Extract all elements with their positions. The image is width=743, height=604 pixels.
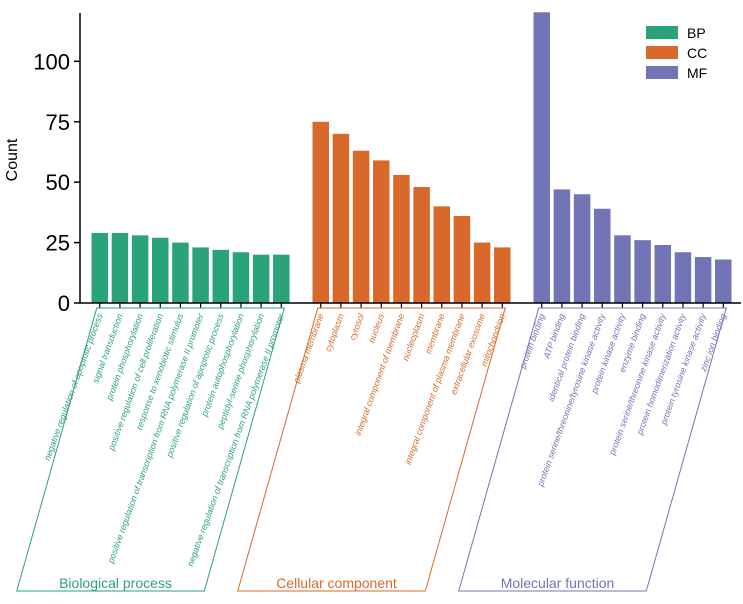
bar-cc-6 [413, 187, 430, 303]
bar-bp-1 [91, 232, 108, 303]
category-label: protein binding [517, 312, 547, 371]
bar-mf-8 [674, 252, 692, 303]
bar-mf-6 [634, 240, 651, 303]
legend-label-bp: BP [687, 25, 706, 41]
y-tick-label: 75 [46, 110, 70, 135]
group-label-bp: Biological process [59, 575, 172, 591]
legend-label-mf: MF [687, 65, 707, 81]
bar-mf-3 [573, 194, 591, 303]
bars [91, 12, 732, 304]
group-label-cc: Cellular component [276, 575, 397, 591]
y-tick-label: 100 [33, 49, 70, 74]
bar-bp-3 [131, 235, 149, 303]
legend-swatch-bp [646, 26, 678, 39]
category-label: negative regulation of transcription fro… [185, 311, 286, 567]
bar-cc-1 [312, 121, 329, 303]
group-bracket-bp [16, 307, 285, 592]
bar-bp-8 [232, 252, 250, 303]
y-tick-label: 0 [58, 291, 70, 316]
category-labels: negative regulation of apoptotic process… [42, 311, 728, 567]
category-label: negative regulation of apoptotic process [42, 312, 105, 462]
legend: BP CC MF [646, 25, 707, 81]
bar-cc-8 [453, 216, 471, 303]
category-label: nucleus [366, 312, 386, 344]
bar-bp-9 [252, 254, 270, 303]
legend-swatch-mf [646, 66, 678, 79]
group-label-mf: Molecular function [501, 575, 615, 591]
y-tick-label: 25 [46, 231, 70, 256]
y-axis: 0 25 50 75 100 [33, 13, 81, 316]
group-bracket-mf [458, 307, 727, 592]
bar-cc-3 [352, 150, 370, 303]
category-label: plasma membrane [291, 312, 326, 385]
bar-bp-2 [111, 232, 129, 303]
bar-bp-4 [152, 237, 169, 303]
bar-mf-1 [533, 12, 550, 304]
bar-bp-6 [192, 247, 209, 303]
bar-bp-7 [212, 249, 230, 303]
bar-mf-10 [715, 259, 732, 303]
group-brackets: Biological process Cellular component Mole… [16, 307, 727, 592]
bar-cc-5 [393, 174, 410, 303]
bar-mf-4 [594, 208, 611, 303]
bar-bp-5 [172, 242, 189, 303]
bar-cc-4 [373, 160, 390, 303]
x-axis [80, 302, 741, 308]
category-label: cytoplasm [323, 312, 346, 353]
bar-mf-5 [614, 235, 631, 303]
legend-label-cc: CC [687, 45, 707, 61]
bar-bp-10 [273, 254, 290, 303]
bar-cc-7 [433, 206, 451, 303]
y-tick-label: 50 [46, 170, 70, 195]
bar-mf-2 [553, 189, 571, 303]
bar-cc-9 [473, 242, 491, 303]
bar-mf-9 [694, 257, 712, 303]
legend-swatch-cc [646, 46, 678, 59]
bar-mf-7 [654, 245, 672, 303]
group-bracket-cc [237, 307, 506, 592]
bar-cc-10 [494, 247, 511, 303]
category-label: cytosol [347, 311, 366, 341]
y-axis-label: Count [4, 138, 21, 181]
bar-cc-2 [332, 133, 350, 303]
